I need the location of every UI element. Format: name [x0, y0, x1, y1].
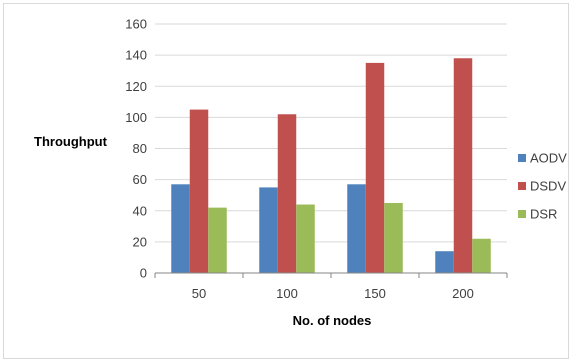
legend: AODV DSDV DSR [518, 151, 567, 222]
y-tick-label: 40 [133, 203, 147, 218]
legend-swatch-dsdv [518, 182, 526, 190]
bar-aodv-50 [171, 184, 190, 273]
y-tick-label: 140 [125, 48, 147, 63]
legend-label-aodv: AODV [530, 151, 567, 166]
legend-label-dsr: DSR [530, 207, 557, 222]
bar-dsdv-100 [277, 114, 297, 273]
legend-swatch-aodv [518, 154, 526, 162]
bar-dsdv-50 [189, 109, 209, 273]
x-axis-ticks: 50 100 150 200 [154, 273, 508, 301]
y-tick-label: 120 [125, 79, 147, 94]
bar-aodv-100 [259, 187, 278, 273]
bar-dsr-150 [384, 202, 403, 273]
bar-aodv-200 [435, 251, 454, 273]
legend-swatch-dsr [518, 210, 526, 218]
bar-dsdv-150 [365, 62, 385, 273]
y-axis-title: Throughput [34, 134, 108, 149]
bars [171, 58, 491, 273]
legend-label-dsdv: DSDV [530, 179, 566, 194]
bar-aodv-150 [347, 184, 366, 273]
x-tick-label: 100 [276, 286, 298, 301]
bar-dsdv-200 [453, 58, 473, 273]
y-tick-label: 0 [140, 266, 147, 281]
x-tick-label: 50 [192, 286, 206, 301]
x-tick-label: 150 [364, 286, 386, 301]
y-tick-label: 80 [133, 141, 147, 156]
y-tick-label: 60 [133, 172, 147, 187]
y-tick-label: 100 [125, 110, 147, 125]
x-axis-title: No. of nodes [293, 313, 372, 328]
bar-dsr-200 [472, 238, 491, 273]
y-tick-label: 20 [133, 234, 147, 249]
bar-dsr-100 [296, 204, 315, 273]
bar-dsr-50 [208, 207, 227, 273]
y-axis-ticks: 0 20 40 60 80 100 120 140 160 [125, 17, 147, 281]
y-tick-label: 160 [125, 17, 147, 32]
x-tick-label: 200 [452, 286, 474, 301]
